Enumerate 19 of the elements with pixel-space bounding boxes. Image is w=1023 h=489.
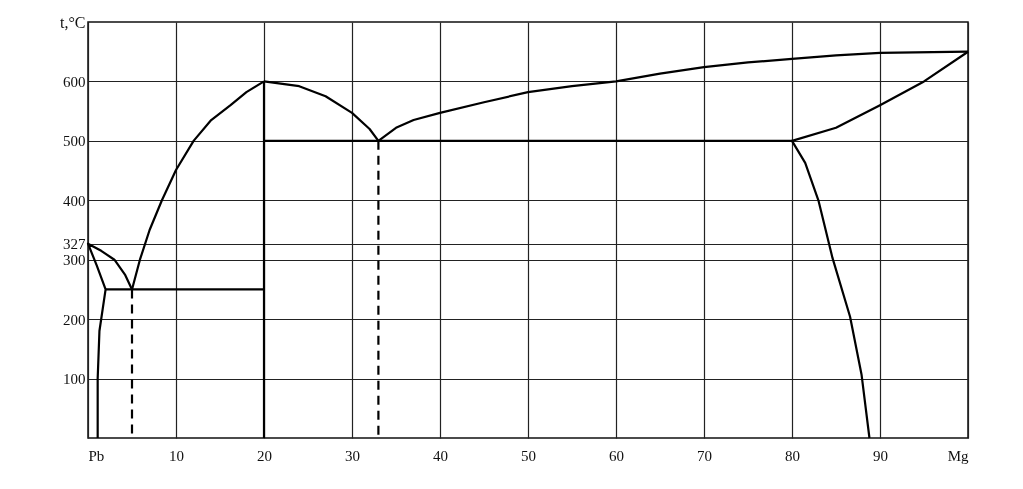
x-tick-label: 40 <box>433 447 448 464</box>
y-tick-label: 300 <box>63 252 86 269</box>
y-tick-label: 327 <box>63 236 86 253</box>
x-tick-label: 30 <box>345 447 360 464</box>
x-tick-label: 20 <box>257 447 272 464</box>
x-tick-label: Pb <box>88 447 105 464</box>
x-tick-label: 80 <box>785 447 800 464</box>
x-tick-label: Mg <box>947 447 969 464</box>
y-tick-label: 400 <box>63 192 86 209</box>
y-tick-label: 200 <box>63 311 86 328</box>
x-tick-label: 10 <box>169 447 184 464</box>
y-tick-label: 100 <box>63 371 86 388</box>
x-tick-label: 50 <box>521 447 536 464</box>
x-tick-label: 60 <box>609 447 624 464</box>
y-axis-title: t,°C <box>59 13 86 31</box>
y-tick-label: 500 <box>63 133 86 150</box>
x-tick-label: 90 <box>873 447 888 464</box>
x-tick-label: 70 <box>697 447 712 464</box>
y-tick-label: 600 <box>63 73 86 90</box>
